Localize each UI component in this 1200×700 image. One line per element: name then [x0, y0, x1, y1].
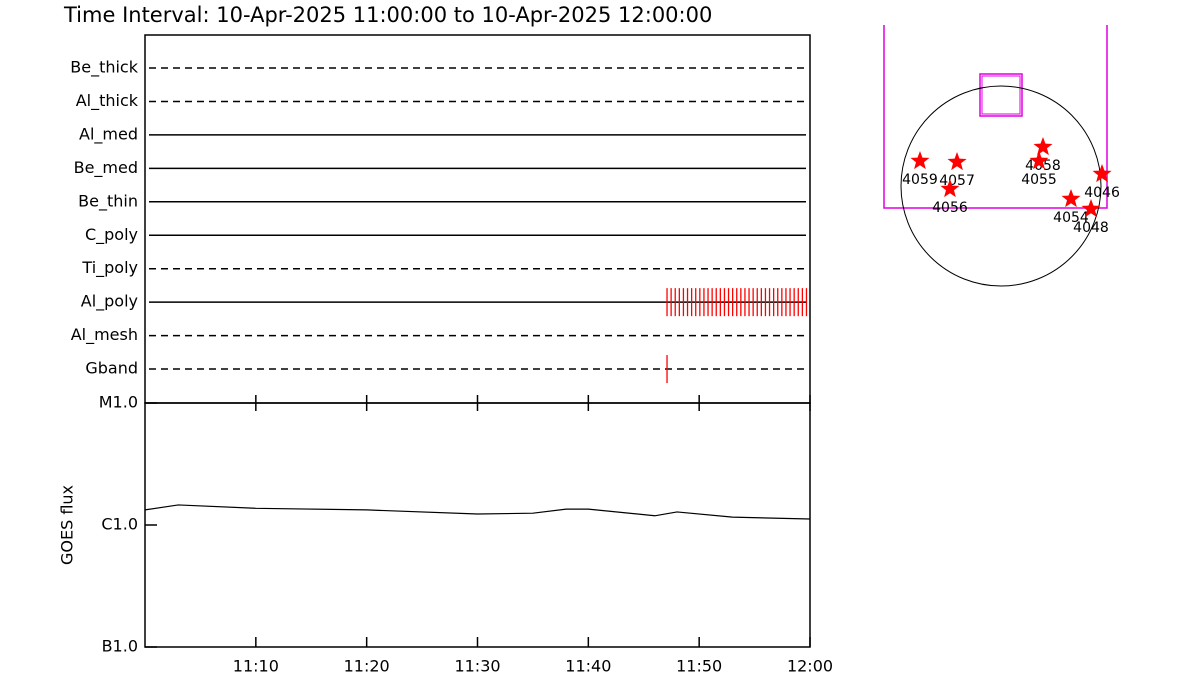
row-label: C_poly: [85, 225, 138, 245]
row-label: Al_mesh: [71, 325, 138, 345]
x-tick-label: 11:30: [454, 657, 500, 676]
row-label: Al_thick: [76, 91, 139, 111]
y-tick-label: B1.0: [102, 637, 138, 656]
ar-label: 4055: [1021, 172, 1057, 188]
ar-star: [940, 179, 960, 198]
ar-star: [1029, 151, 1049, 170]
x-tick-label: 12:00: [787, 657, 833, 676]
ar-label: 4056: [932, 200, 968, 216]
ar-star: [947, 152, 967, 171]
x-tick-label: 11:10: [233, 657, 279, 676]
row-label: Be_thick: [70, 58, 138, 78]
y-tick-label: M1.0: [99, 393, 138, 412]
x-tick-label: 11:40: [565, 657, 611, 676]
ar-label: 4048: [1073, 220, 1109, 236]
ar-star: [1092, 164, 1112, 183]
row-label: Ti_poly: [81, 258, 138, 278]
row-label: Gband: [85, 359, 138, 378]
ar-label: 4046: [1084, 185, 1120, 201]
solar-disk: [900, 85, 1102, 287]
ar-star: [1033, 137, 1053, 156]
x-tick-label: 11:20: [344, 657, 390, 676]
row-label: Be_thin: [78, 191, 138, 211]
ar-star: [1061, 189, 1081, 208]
goes-line: [144, 504, 811, 520]
ar-label: 4059: [902, 172, 938, 188]
fov-box-small: [979, 73, 1023, 117]
fov-box: [883, 25, 1108, 209]
y-tick-label: C1.0: [101, 515, 138, 534]
y-axis-label: GOES flux: [58, 485, 77, 565]
row-label: Al_poly: [81, 292, 138, 312]
x-tick-label: 11:50: [676, 657, 722, 676]
ar-star: [910, 151, 930, 170]
chart-title: Time Interval: 10-Apr-2025 11:00:00 to 1…: [63, 3, 712, 27]
fov-box-small: [981, 75, 1021, 115]
ar-label: 4054: [1053, 210, 1089, 226]
ar-star: [1081, 199, 1101, 218]
row-label: Al_med: [79, 124, 138, 144]
row-label: Be_med: [74, 158, 138, 178]
